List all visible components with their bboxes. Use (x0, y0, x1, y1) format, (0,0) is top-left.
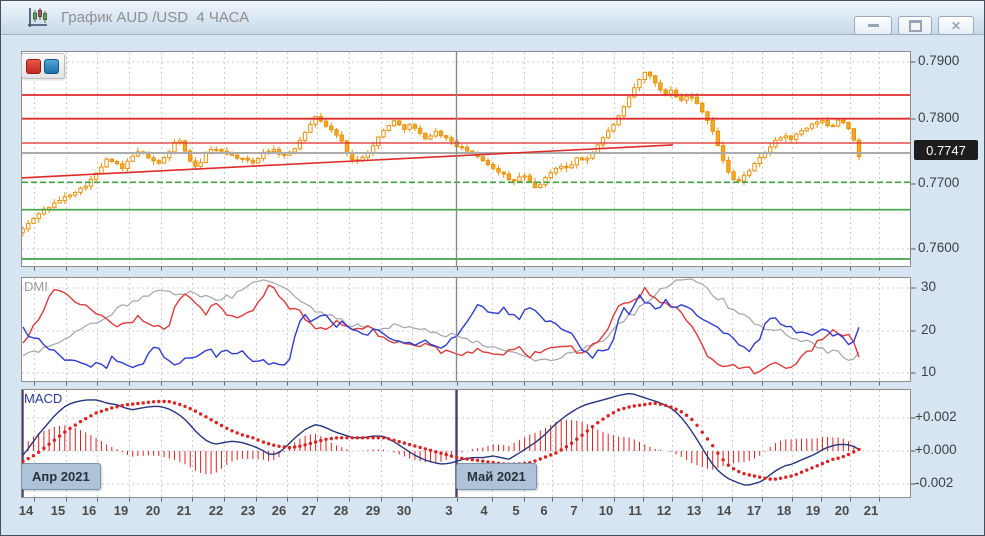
x-axis-day-label: 22 (208, 503, 224, 518)
macd-panel-label: MACD (24, 391, 63, 406)
candlestick-chart-icon (26, 6, 50, 30)
x-axis-day-label: 20 (834, 503, 850, 518)
red-series-toggle-button[interactable] (26, 58, 41, 74)
restore-button[interactable] (898, 16, 932, 35)
x-axis-day-label: 6 (540, 503, 548, 518)
dmi-indicator-panel[interactable] (21, 277, 919, 388)
x-axis-day-label: 14 (716, 503, 732, 518)
month-marker-may: Май 2021 (456, 463, 537, 490)
x-axis-day-label: 19 (113, 503, 129, 518)
minimize-icon (867, 24, 879, 27)
price-axis-label: 0.7800 (918, 110, 960, 125)
x-axis-day-label: 15 (50, 503, 66, 518)
title-bar[interactable]: График AUD /USD 4 ЧАСА ✕ (1, 1, 984, 35)
x-axis-day-label: 10 (598, 503, 614, 518)
x-axis-day-label: 4 (480, 503, 488, 518)
restore-icon (908, 19, 922, 32)
series-toggle-toolbar (21, 53, 65, 79)
x-axis-day-label: 16 (81, 503, 97, 518)
price-axis-label: 0.7900 (918, 53, 960, 68)
close-icon: ✕ (950, 18, 962, 33)
x-axis-day-label: 19 (805, 503, 821, 518)
dmi-axis-label: 20 (921, 322, 937, 337)
x-axis-day-label: 18 (776, 503, 792, 518)
x-axis-day-label: 26 (271, 503, 287, 518)
price-axis-label: 0.7700 (918, 175, 960, 190)
x-axis-day-label: 11 (628, 503, 642, 518)
x-axis-day-label: 12 (656, 503, 672, 518)
macd-axis-label: -0.002 (915, 475, 954, 490)
close-button[interactable]: ✕ (938, 16, 974, 35)
month-marker-april: Апр 2021 (21, 463, 101, 490)
macd-indicator-panel[interactable] (21, 389, 919, 504)
price-chart-panel[interactable] (21, 51, 919, 273)
x-axis-day-label: 27 (301, 503, 317, 518)
x-axis-day-label: 29 (365, 503, 381, 518)
current-price-tag: 0.7747 (914, 140, 978, 160)
x-axis-day-label: 20 (145, 503, 161, 518)
dmi-axis-label: 30 (921, 279, 937, 294)
x-axis-day-label: 14 (18, 503, 34, 518)
x-axis-day-label: 5 (512, 503, 520, 518)
macd-axis-label: +0.000 (915, 442, 957, 457)
x-axis-day-label: 28 (333, 503, 349, 518)
dmi-axis-label: 10 (921, 364, 937, 379)
price-axis-label: 0.7600 (918, 240, 960, 255)
x-axis-day-label: 21 (176, 503, 192, 518)
x-axis-day-label: 23 (240, 503, 256, 518)
x-axis-day-label: 13 (686, 503, 702, 518)
dmi-panel-label: DMI (24, 279, 48, 294)
x-axis-day-label: 17 (746, 503, 762, 518)
x-axis-day-label: 3 (445, 503, 453, 518)
minimize-button[interactable] (854, 16, 892, 35)
x-axis-day-label: 7 (570, 503, 578, 518)
macd-axis-label: +0.002 (915, 409, 957, 424)
window-title: График AUD /USD 4 ЧАСА (61, 9, 250, 26)
x-axis-day-label: 21 (863, 503, 879, 518)
blue-series-toggle-button[interactable] (44, 58, 59, 74)
x-axis-day-label: 30 (396, 503, 412, 518)
